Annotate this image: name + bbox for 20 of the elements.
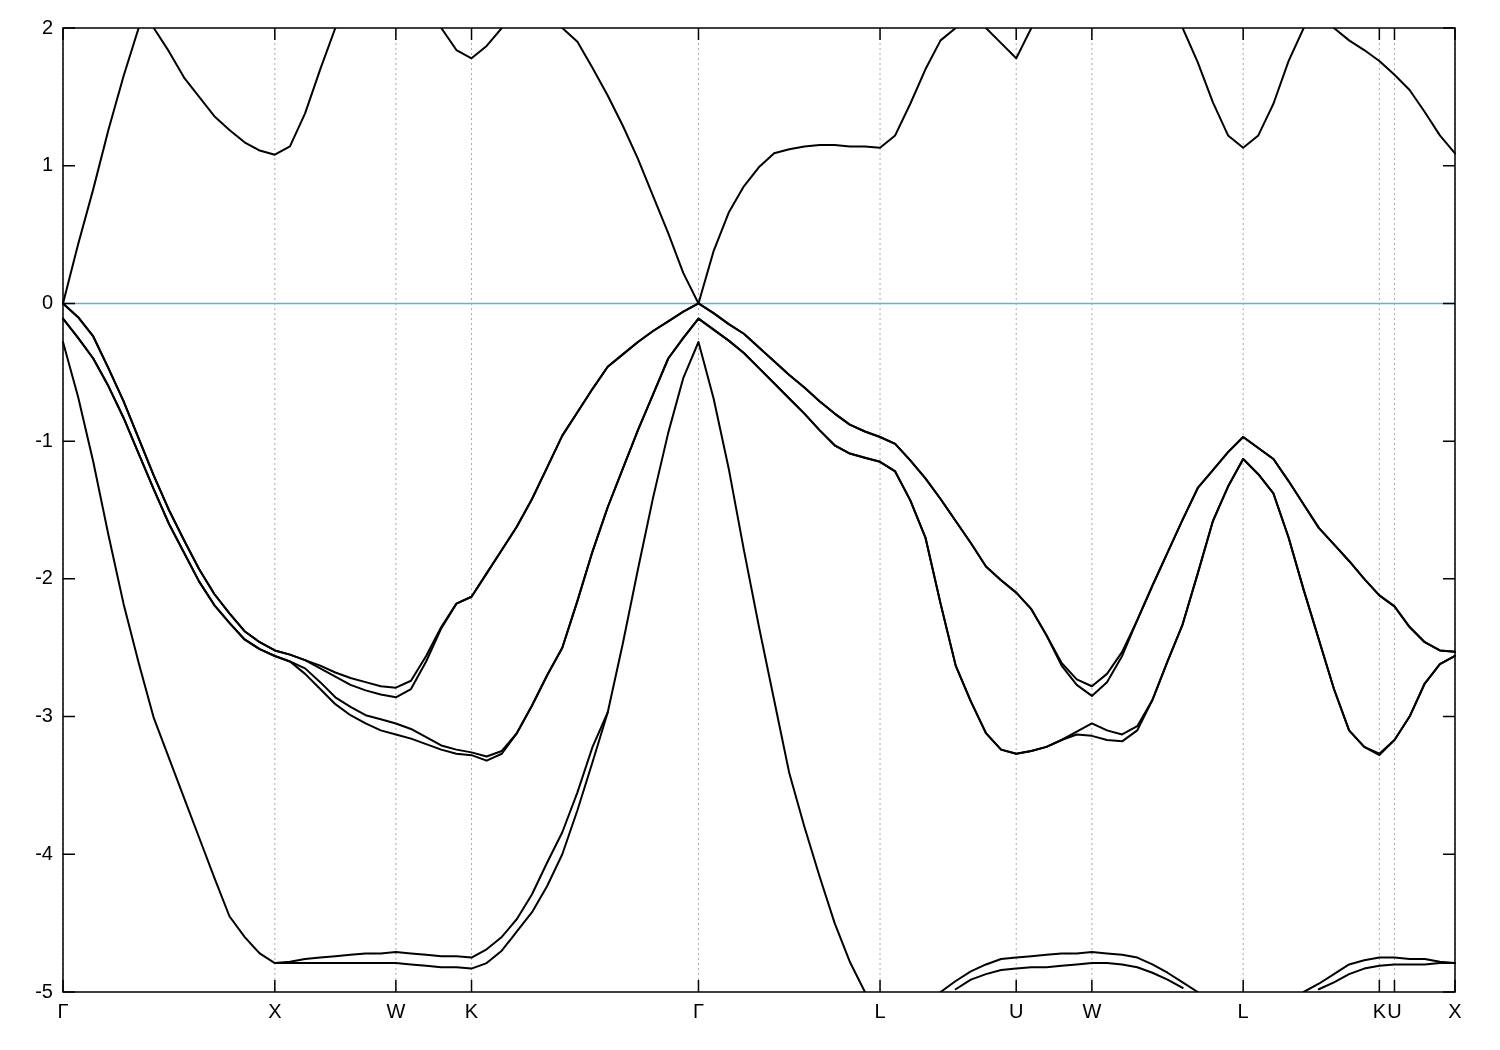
y-tick-label: 0 bbox=[41, 290, 53, 313]
x-tick-label: W bbox=[386, 999, 406, 1022]
x-tick-label: K bbox=[1372, 999, 1387, 1022]
x-tick-label: U bbox=[1008, 999, 1024, 1022]
y-tick-label: -4 bbox=[35, 841, 53, 864]
x-tick-label: Γ bbox=[692, 999, 704, 1022]
x-tick-label: U bbox=[1387, 999, 1402, 1022]
y-tick-label: -1 bbox=[35, 428, 53, 451]
x-tick-label: W bbox=[1082, 999, 1102, 1022]
x-tick-label: L bbox=[874, 999, 886, 1022]
x-tick-label: Γ bbox=[57, 999, 69, 1022]
y-tick-label: 2 bbox=[41, 15, 53, 38]
y-tick-label: -5 bbox=[35, 979, 53, 1002]
y-tick-label: -3 bbox=[35, 704, 53, 727]
y-tick-label: -2 bbox=[35, 566, 53, 589]
x-tick-label: X bbox=[268, 999, 282, 1022]
x-tick-label: K bbox=[464, 999, 479, 1022]
y-tick-label: 1 bbox=[41, 153, 53, 176]
x-tick-label: X bbox=[1448, 999, 1462, 1022]
x-tick-label: L bbox=[1237, 999, 1249, 1022]
